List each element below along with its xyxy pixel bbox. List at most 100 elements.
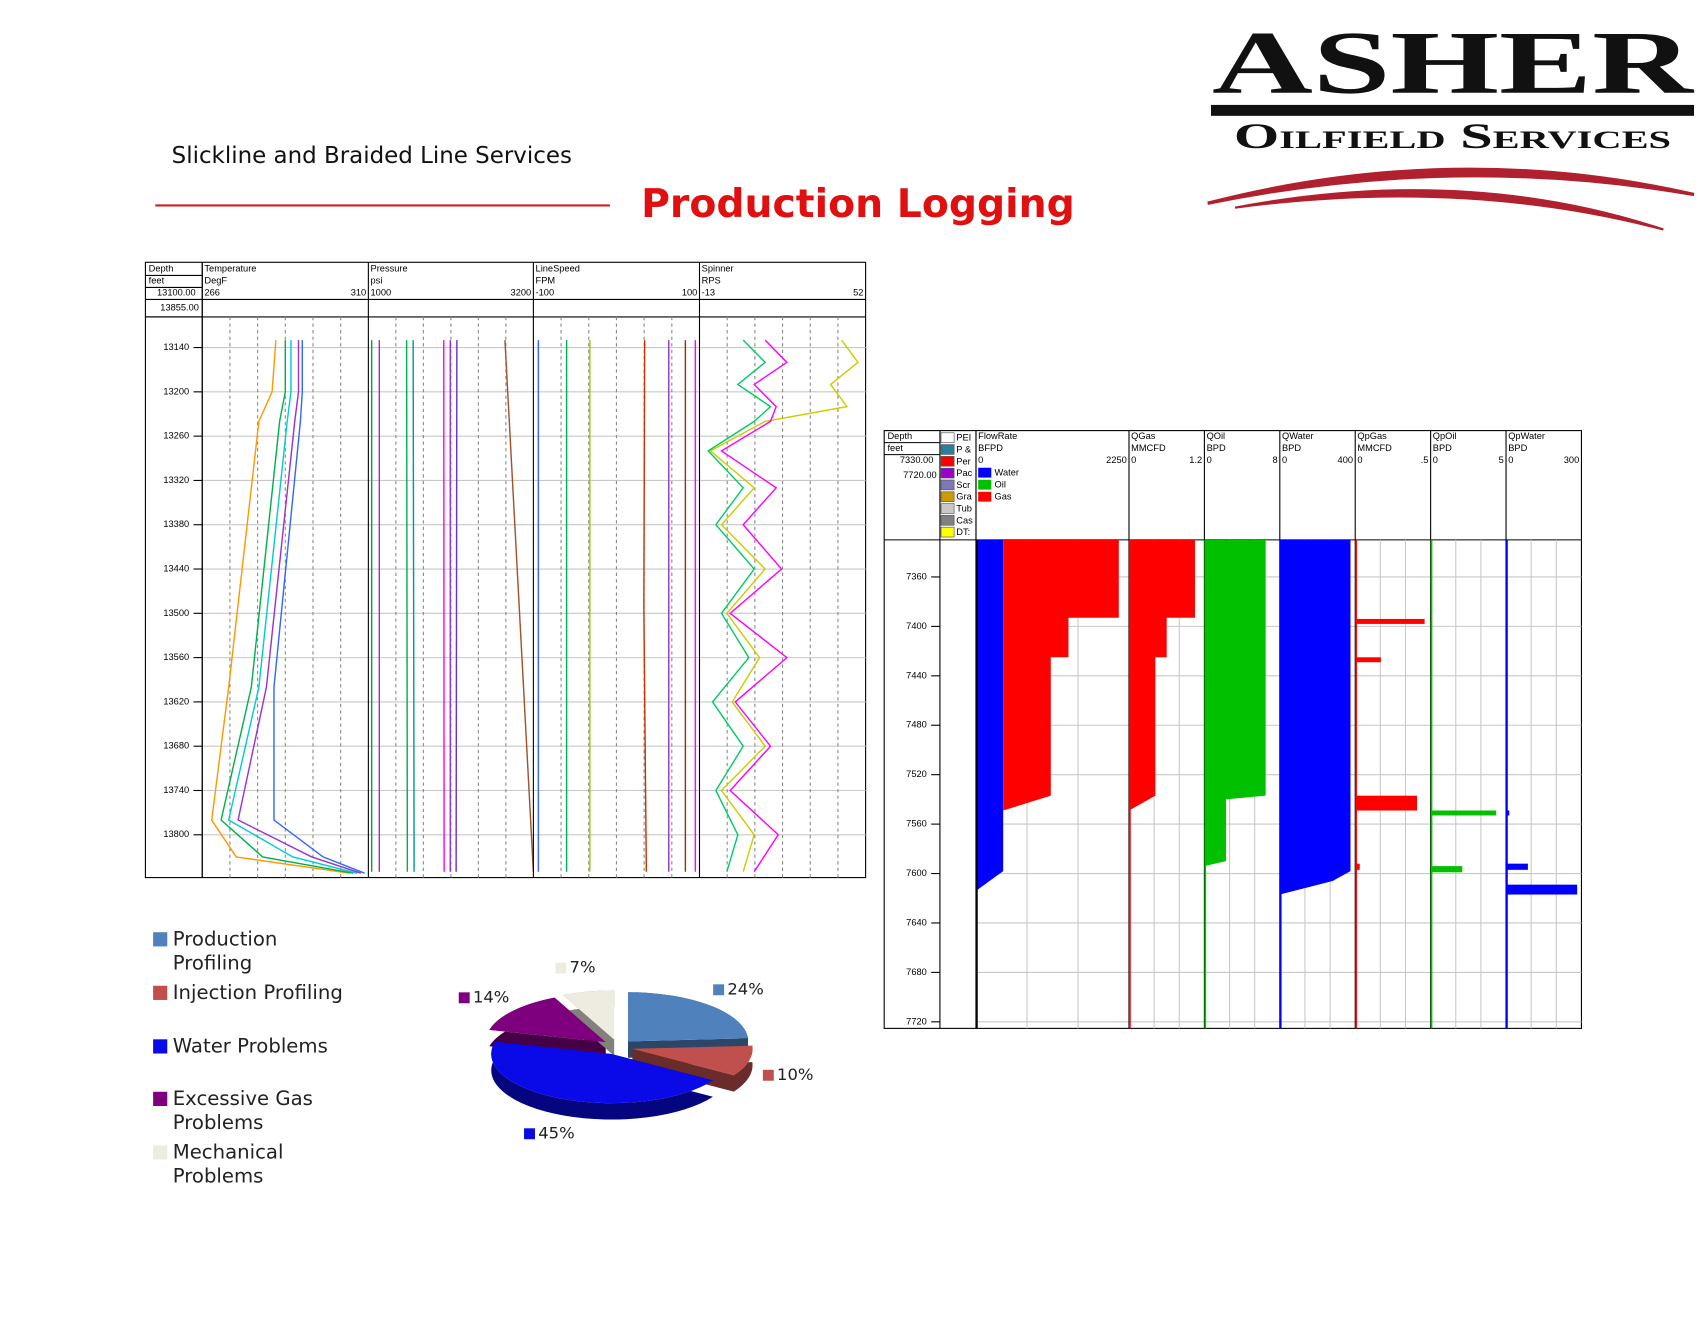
depth-tick-label: 13380	[163, 519, 189, 529]
logo: ASHER Oilfield Services	[1207, 14, 1695, 231]
track-unit: BFPD	[978, 443, 1003, 453]
depth-top: 13100.00	[157, 287, 196, 297]
depth-tick-label: 7440	[906, 670, 927, 680]
track-unit: MMCFD	[1357, 443, 1392, 453]
log-curve	[709, 339, 859, 872]
legend-label: Injection Profiling	[172, 981, 343, 1005]
pie-slice	[489, 997, 606, 1043]
depth-tick-label: 13680	[163, 741, 189, 751]
depth-top: 7330.00	[900, 455, 934, 465]
depth-bottom: 7720.00	[903, 470, 937, 480]
track-name: Pressure	[371, 263, 408, 273]
track-name: FlowRate	[978, 431, 1017, 441]
log-curve	[720, 339, 789, 873]
depth-tick-label: 7520	[906, 769, 927, 779]
track-legend-swatch	[978, 479, 992, 490]
legend-swatch	[940, 491, 955, 502]
depth-tick-label: 13620	[163, 696, 189, 706]
legend-label: Water Problems	[172, 1034, 328, 1058]
track-legend-swatch	[978, 491, 992, 502]
pie-label-swatch	[524, 1128, 535, 1140]
track-name: QpOil	[1433, 431, 1457, 441]
track-body	[1128, 539, 1195, 811]
depth-unit: feet	[887, 443, 903, 453]
log-curve	[210, 340, 350, 874]
depth-unit: feet	[149, 275, 165, 285]
track-max: 1.2	[1189, 455, 1202, 465]
log-curve	[237, 340, 362, 874]
pie-value-label: 24%	[727, 979, 763, 998]
track-unit: RPS	[702, 275, 721, 285]
pie-label-swatch	[713, 984, 725, 996]
legend-label: Per	[956, 456, 970, 466]
track-name: QOil	[1207, 431, 1226, 441]
log-curve	[220, 340, 354, 874]
log-curve	[412, 340, 415, 872]
legend-item: Production Profiling	[153, 928, 361, 976]
legend-swatch	[940, 526, 955, 538]
legend-swatch	[940, 444, 955, 455]
legend-label: Excessive Gas Problems	[172, 1087, 313, 1135]
flow-profile	[1128, 539, 1195, 811]
depth-tick-label: 7680	[906, 967, 927, 977]
legend-label: DT:	[956, 527, 970, 537]
track-max: 100	[682, 287, 697, 297]
track-name: Temperature	[204, 263, 256, 273]
track-body	[537, 340, 697, 872]
legend-swatch	[153, 985, 168, 1000]
depth-tick-label: 13320	[163, 475, 189, 485]
track-name: Spinner	[702, 263, 734, 273]
flow-profile	[1204, 539, 1266, 867]
well-log: Depth feet 13100.00 13855.00 13140 13200 13260…	[144, 261, 867, 879]
depth-tick-label: 13740	[163, 785, 189, 795]
log-curve	[273, 340, 365, 874]
logo-bar	[1210, 104, 1695, 116]
track-min: 0	[1207, 455, 1212, 465]
track-min: 0	[1282, 455, 1287, 465]
flow-bar	[1355, 863, 1360, 870]
track-legend-label: Gas	[995, 492, 1012, 502]
depth-tick-label: 13440	[163, 563, 189, 573]
legend-swatch	[153, 1145, 168, 1160]
track-body	[1204, 539, 1266, 867]
track-min: 0	[1508, 455, 1513, 465]
track-body	[210, 340, 365, 874]
depth-tick-label: 7600	[906, 868, 927, 878]
legend-item: Injection Profiling	[153, 981, 361, 1005]
track-unit: BPD	[1207, 443, 1226, 453]
track-max: 400	[1338, 455, 1353, 465]
track-min: 0	[1433, 455, 1438, 465]
track-unit: psi	[371, 275, 383, 285]
log-curve	[707, 339, 772, 872]
legend-swatch	[940, 479, 955, 491]
legend-label: Mechanical Problems	[172, 1140, 284, 1188]
track-unit: DegF	[204, 275, 227, 285]
legend-swatch	[940, 456, 955, 467]
legend-label: PEI	[956, 433, 971, 443]
depth-tick-label: 13500	[163, 608, 189, 618]
pie-slice	[563, 990, 615, 1040]
log-curve	[455, 340, 458, 872]
legend-swatch	[940, 515, 955, 526]
flow-bar	[1355, 618, 1425, 624]
track-name: QWater	[1282, 431, 1314, 441]
pie-chart: 24% 10% 45% 14% 7%	[458, 958, 813, 1142]
pie-slice	[632, 1045, 753, 1076]
flow-profile	[975, 539, 1004, 891]
legend-swatch	[153, 932, 168, 947]
depth-tick-label: 7640	[906, 917, 927, 927]
flow-bar	[1430, 866, 1463, 873]
legend-label: P &	[956, 444, 972, 454]
track-body	[1355, 618, 1425, 870]
track-legend-label: Oil	[995, 480, 1006, 490]
track-name: QGas	[1131, 431, 1156, 441]
legend-label: Production Profiling	[172, 927, 278, 975]
track-max: 52	[853, 287, 863, 297]
legend-label: Cas	[956, 515, 973, 525]
legend-entry: Mechanical Problems	[153, 1140, 284, 1188]
track-max: 5	[1499, 455, 1504, 465]
pie-value-label: 10%	[777, 1065, 813, 1084]
flow-bar	[1355, 657, 1381, 663]
track-body	[1279, 539, 1351, 895]
